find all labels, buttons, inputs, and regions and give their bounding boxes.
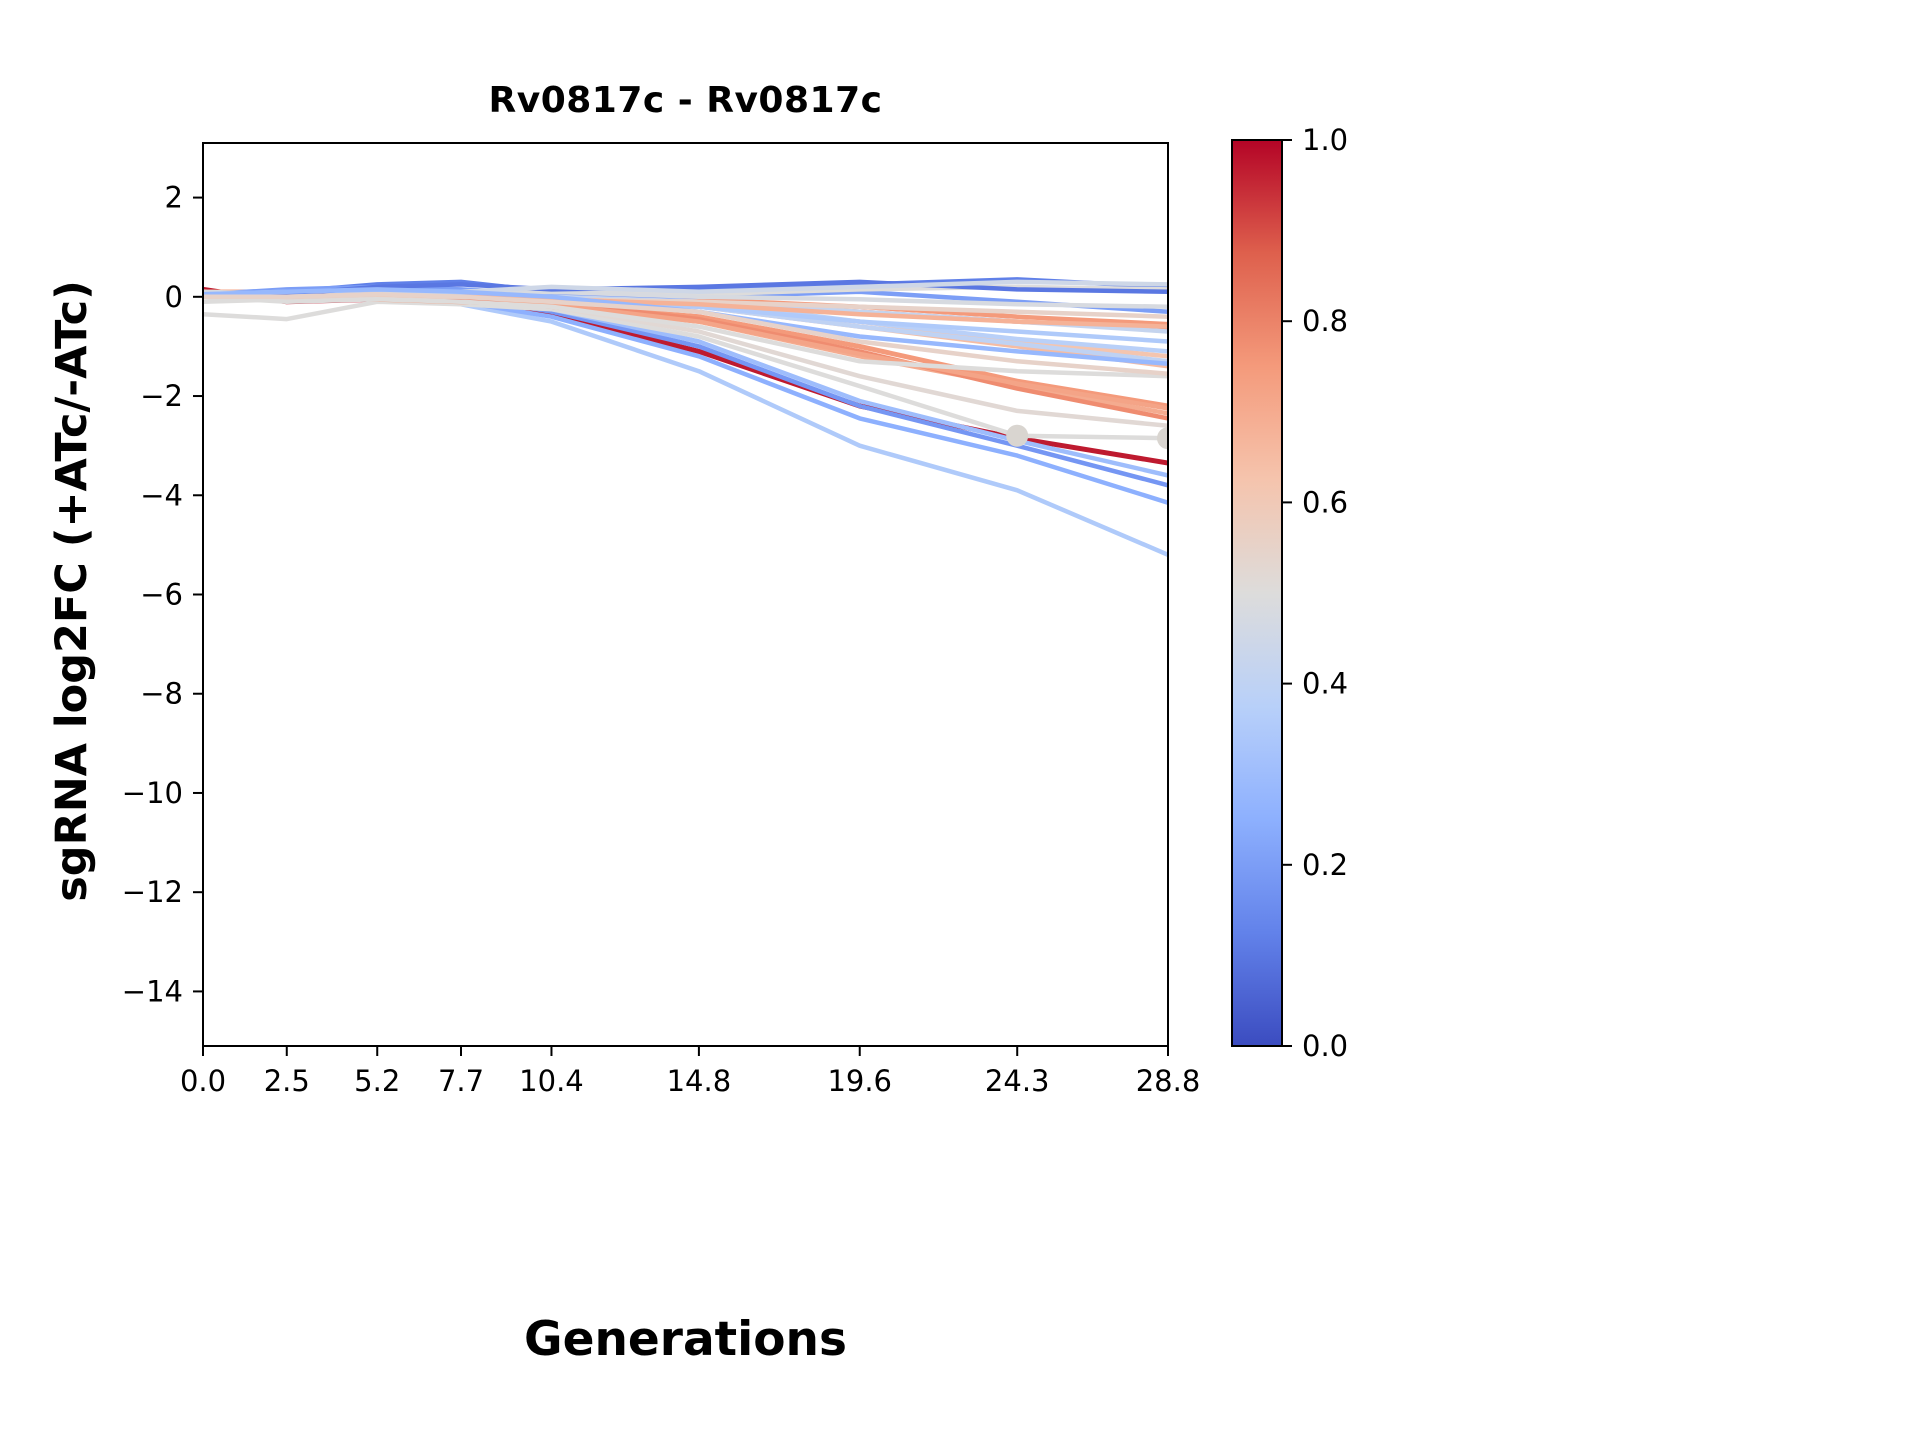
y-axis-ticks: 2 0 −2 −4 −6 −8 −10 −12 −14 [122, 181, 203, 1008]
y-tick-label: −14 [122, 974, 183, 1008]
x-tick-label: 19.6 [827, 1064, 892, 1098]
colorbar-tick-label: 0.2 [1302, 848, 1348, 882]
y-tick-label: −4 [140, 478, 183, 512]
y-tick-label: −12 [122, 875, 183, 909]
y-tick-label: 2 [165, 181, 183, 215]
x-tick-label: 2.5 [264, 1064, 310, 1098]
chart-title: Rv0817c - Rv0817c [488, 80, 883, 121]
y-tick-label: −8 [140, 677, 183, 711]
colorbar [1231, 139, 1283, 1047]
x-tick-label: 24.3 [985, 1064, 1050, 1098]
x-tick-label: 7.7 [438, 1064, 484, 1098]
y-tick-label: 0 [165, 280, 183, 314]
x-tick-label: 5.2 [354, 1064, 400, 1098]
series-lines [203, 277, 1168, 558]
series-line [203, 292, 1168, 376]
series-line [203, 284, 1168, 314]
colorbar-ticks: 0.0 0.2 0.4 0.6 0.8 1.0 [1282, 123, 1348, 1063]
x-tick-label: 28.8 [1136, 1064, 1201, 1098]
series-line [203, 294, 1168, 379]
y-tick-label: −10 [122, 776, 183, 810]
colorbar-tick-label: 0.0 [1302, 1029, 1348, 1063]
y-tick-label: −6 [140, 578, 183, 612]
colorbar-tick-label: 0.6 [1302, 485, 1348, 519]
series-line [203, 299, 1168, 441]
x-tick-label: 10.4 [519, 1064, 584, 1098]
y-axis-label: sgRNA log2FC (+ATc/-ATc) [47, 280, 97, 902]
colorbar-tick-label: 1.0 [1302, 123, 1348, 157]
y-tick-label: −2 [140, 379, 183, 413]
series-line [203, 287, 1168, 367]
x-tick-label: 14.8 [667, 1064, 732, 1098]
x-tick-label: 0.0 [180, 1064, 226, 1098]
x-axis-label: Generations [524, 1312, 847, 1367]
colorbar-tick-label: 0.4 [1302, 667, 1348, 701]
series-marker-dot [1006, 424, 1029, 447]
series-marker-dot [1157, 427, 1168, 450]
x-axis-ticks: 0.0 2.5 5.2 7.7 10.4 14.8 19.6 24.3 28.8 [180, 1046, 1200, 1098]
colorbar-tick-label: 0.8 [1302, 304, 1348, 338]
